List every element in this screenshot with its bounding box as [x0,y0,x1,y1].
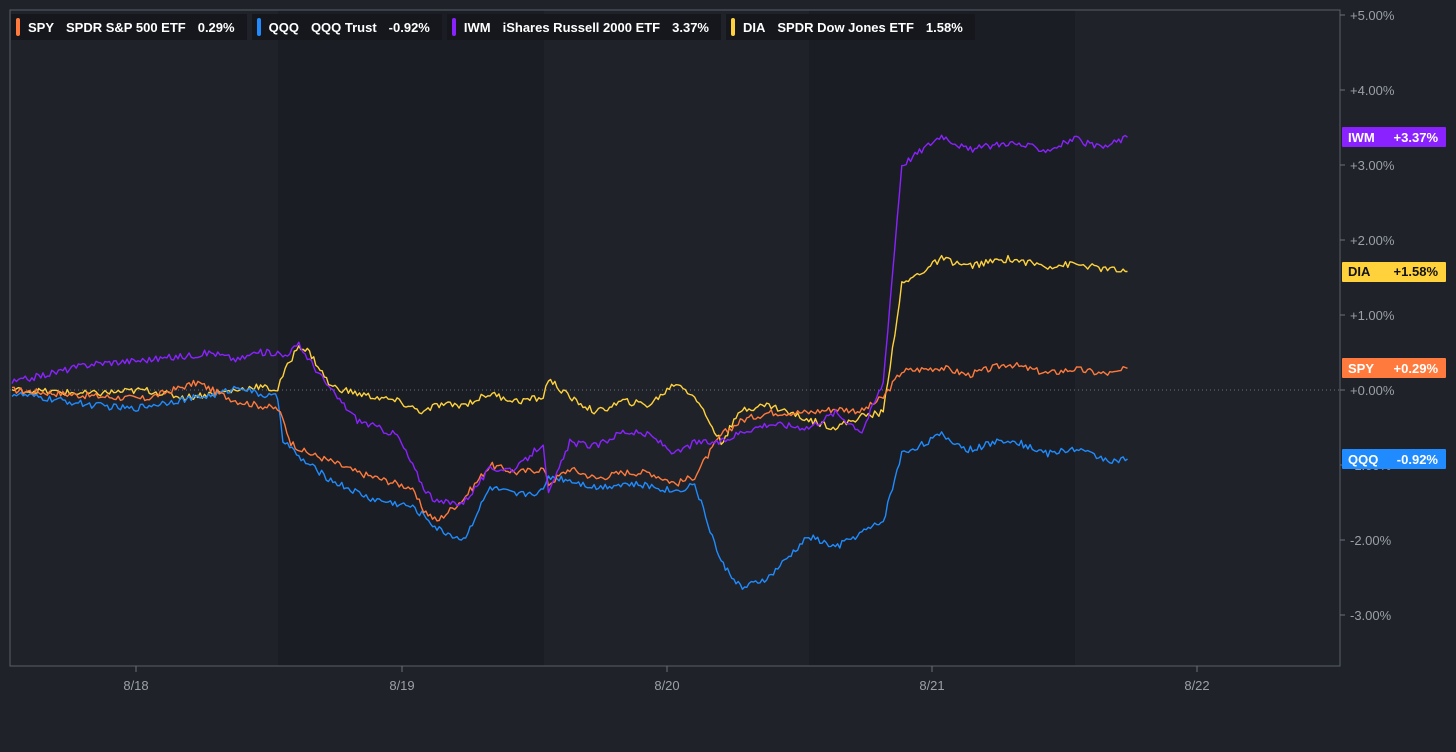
series-line-dia [11,254,1128,446]
y-tick-label: +1.00% [1350,308,1395,323]
legend: SPY SPDR S&P 500 ETF 0.29% QQQ QQQ Trust… [11,14,975,40]
x-tick-label: 8/20 [654,678,679,693]
badge-symbol: SPY [1348,360,1375,376]
series-lines [11,134,1128,590]
legend-name: iShares Russell 2000 ETF [502,19,661,35]
badge-symbol: QQQ [1348,451,1379,467]
x-tick-label: 8/22 [1184,678,1209,693]
legend-symbol: DIA [743,19,766,35]
badge-value: -0.92% [1396,451,1438,467]
legend-name: QQQ Trust [310,19,377,35]
legend-swatch-spy [16,18,20,36]
series-line-iwm [11,134,1128,507]
price-badge-iwm: IWM +3.37% [1342,127,1446,148]
x-tick-label: 8/19 [389,678,414,693]
y-tick-label: +4.00% [1350,83,1395,98]
legend-name: SPDR S&P 500 ETF [66,19,186,35]
badge-value: +0.29% [1393,360,1438,376]
legend-name: SPDR Dow Jones ETF [777,19,914,35]
legend-change: -0.92% [388,19,430,35]
legend-item-dia[interactable]: DIA SPDR Dow Jones ETF 1.58% [726,14,975,40]
legend-symbol: SPY [28,19,55,35]
legend-item-iwm[interactable]: IWM iShares Russell 2000 ETF 3.37% [446,14,721,40]
y-axis: +5.00%+4.00%+3.00%+2.00%+1.00%+0.00%-1.0… [1340,8,1395,623]
plot-frame [9,9,1341,667]
series-line-spy [11,362,1128,522]
legend-item-qqq[interactable]: QQQ QQQ Trust -0.92% [251,14,442,40]
legend-change: 0.29% [197,19,235,35]
session-band-5 [1075,10,1340,666]
y-tick-label: +0.00% [1350,383,1395,398]
badge-value: +1.58% [1393,264,1438,279]
session-band-2 [278,10,544,666]
price-badge-qqq: QQQ -0.92% [1342,449,1446,469]
legend-symbol: IWM [463,19,491,35]
y-tick-label: -2.00% [1350,533,1392,548]
legend-symbol: QQQ [268,19,299,35]
series-line-qqq [11,385,1128,590]
y-tick-label: +3.00% [1350,158,1395,173]
x-tick-label: 8/21 [919,678,944,693]
y-tick-label: -3.00% [1350,608,1392,623]
badge-value: +3.37% [1393,129,1438,145]
x-axis: 8/18 8/19 8/20 8/21 8/22 [123,666,1210,693]
y-tick-label: +5.00% [1350,8,1395,23]
session-band-4 [809,10,1075,666]
legend-swatch-dia [731,18,735,36]
price-badge-dia: DIA +1.58% [1342,261,1446,282]
legend-swatch-qqq [256,18,261,36]
legend-swatch-iwm [451,18,456,36]
y-tick-label: +2.00% [1350,233,1395,248]
session-band-1 [10,10,278,666]
x-tick-label: 8/18 [123,678,148,693]
legend-item-spy[interactable]: SPY SPDR S&P 500 ETF 0.29% [11,14,247,40]
badge-symbol: IWM [1348,129,1375,145]
legend-change: 1.58% [925,19,963,35]
session-band-3 [544,10,809,666]
badge-symbol: DIA [1348,264,1371,279]
legend-change: 3.37% [672,19,709,35]
price-badge-spy: SPY +0.29% [1342,358,1446,379]
